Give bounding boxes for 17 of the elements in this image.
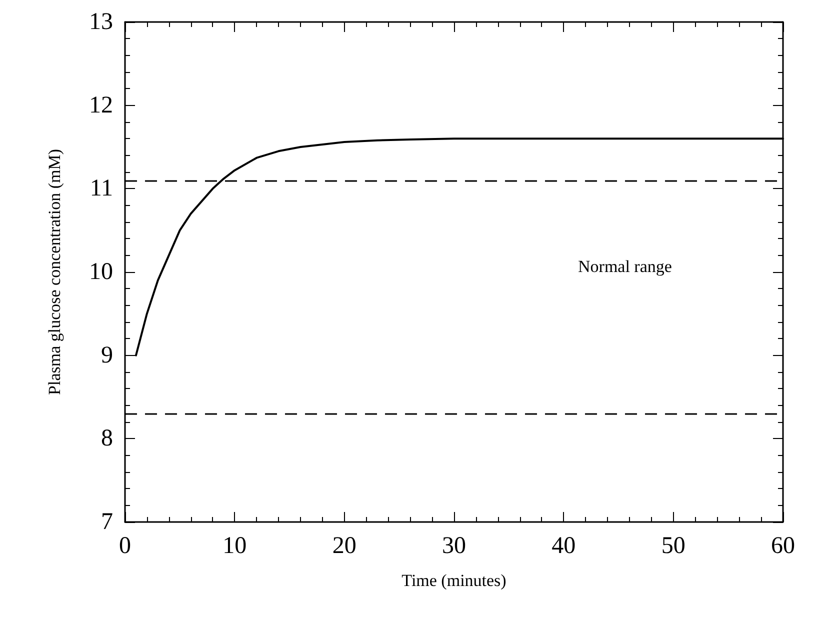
y-tick-label: 9	[101, 342, 113, 368]
x-tick-label: 0	[119, 533, 131, 559]
y-tick-label: 13	[89, 9, 113, 35]
x-tick-label: 50	[661, 533, 686, 559]
x-axis-title: Time (minutes)	[402, 571, 506, 590]
y-tick-label: 11	[90, 176, 113, 202]
y-tick-label: 8	[101, 426, 113, 452]
x-tick-label: 20	[332, 533, 356, 559]
x-tick-label: 40	[552, 533, 576, 559]
y-tick-label: 12	[89, 92, 113, 118]
y-axis-title: Plasma glucose concentration (mM)	[45, 149, 64, 395]
y-tick-label: 7	[101, 509, 113, 535]
x-tick-label: 60	[771, 533, 795, 559]
y-tick-label: 10	[89, 259, 113, 285]
x-tick-label: 30	[442, 533, 466, 559]
x-tick-label: 10	[222, 533, 247, 559]
annotation: Normal range	[578, 257, 672, 276]
